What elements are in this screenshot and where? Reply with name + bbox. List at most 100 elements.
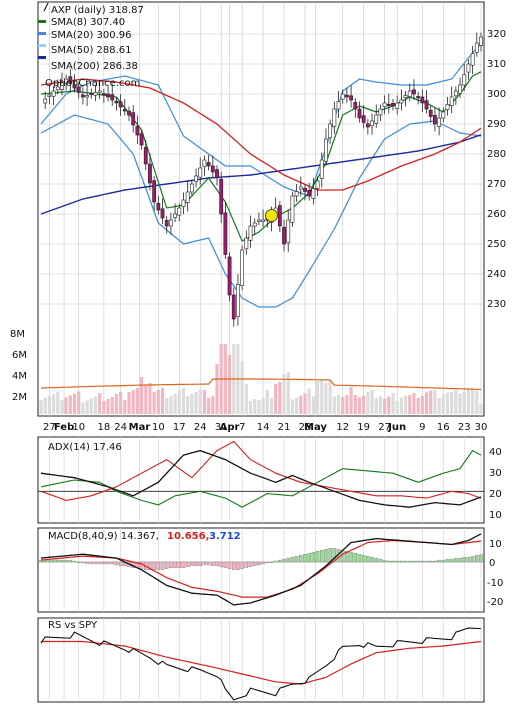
volume-bar (39, 400, 43, 414)
macd-tick: -20 (487, 597, 503, 608)
volume-bar (290, 399, 295, 414)
candle-body (72, 84, 77, 89)
x-tick-label: 10 (152, 422, 165, 433)
macd-histogram-bar (223, 561, 228, 568)
x-tick-label: 14 (257, 422, 270, 433)
volume-bar (68, 395, 72, 414)
macd-histogram-bar (257, 561, 261, 566)
candle-body (311, 188, 316, 199)
macd-histogram-bar (215, 561, 219, 567)
macd-histogram-bar (286, 557, 290, 563)
candle-body (277, 205, 282, 227)
macd-histogram-bar (236, 561, 240, 570)
x-tick-label: 21 (278, 422, 291, 433)
candle-body (89, 92, 94, 95)
legend-sma20: SMA(20) 300.96 (51, 30, 132, 41)
candle-body (156, 202, 161, 211)
volume-bar (466, 389, 471, 414)
macd-histogram-bar (420, 560, 425, 563)
macd-histogram-bar (416, 560, 420, 563)
volume-bar (202, 390, 207, 414)
volume-bar (282, 374, 286, 414)
candle-body (357, 108, 362, 119)
candle-body (324, 138, 328, 162)
volume-bar (441, 394, 445, 414)
candle-body (462, 74, 467, 86)
price-tick: 260 (487, 209, 506, 220)
volume-bar (173, 394, 177, 414)
x-tick-label: Apr (220, 422, 240, 433)
rs-panel-frame (37, 617, 485, 703)
candle-body (286, 219, 291, 244)
macd-line (40, 533, 482, 606)
volume-bar (156, 390, 160, 414)
candle-body (68, 76, 73, 84)
candle-body (231, 294, 236, 320)
volume-bar (387, 396, 391, 414)
macd-histogram-bar (378, 558, 383, 563)
price-tick: 320 (487, 29, 506, 40)
macd-histogram-bar (76, 561, 81, 563)
volume-bar (462, 391, 466, 414)
candle-body (206, 162, 211, 167)
volume-bar (123, 400, 127, 414)
volume-bar (110, 397, 114, 414)
volume-bar (93, 396, 98, 414)
adx-line (40, 449, 482, 508)
price-panel-frame (37, 1, 485, 417)
candle-body (257, 219, 261, 222)
candle-body (252, 222, 257, 227)
volume-bar (307, 388, 311, 414)
volume-bar (370, 390, 374, 414)
legend-sma50: SMA(50) 288.61 (51, 45, 132, 56)
candle-body (407, 90, 412, 97)
macd-histogram-bar (261, 561, 265, 565)
candle-body (143, 147, 148, 165)
volume-bar (366, 392, 370, 414)
macd-histogram-bar (47, 559, 52, 563)
volume-bar (299, 395, 303, 414)
macd-histogram-bar (152, 561, 156, 570)
candle-body (290, 195, 295, 223)
candle-body (51, 90, 56, 97)
volume-bar (403, 395, 408, 414)
macd-histogram-bar (240, 561, 244, 569)
macd-tick: -10 (487, 578, 503, 589)
macd-histogram-bar (353, 553, 358, 563)
volume-bar (332, 396, 336, 414)
macd-histogram-bar (320, 550, 324, 563)
macd-histogram-bar (72, 560, 77, 563)
volume-bar (85, 400, 89, 414)
volume-bar (131, 390, 135, 414)
candle-body (336, 101, 341, 110)
candle-body (416, 96, 421, 99)
candle-body (185, 191, 190, 203)
candle-body (374, 114, 379, 124)
macd-histogram-bar (391, 560, 395, 563)
macd-histogram-bar (177, 561, 182, 568)
volume-bar (72, 393, 77, 414)
volume-bar (98, 393, 102, 414)
volume-bar (412, 393, 416, 414)
candle-body (122, 109, 127, 112)
candle-body (428, 109, 433, 117)
macd-histogram-bar (169, 561, 173, 568)
candle-body (294, 191, 299, 197)
volume-bar (119, 392, 123, 414)
candle-body (210, 165, 215, 173)
volume-bar (194, 392, 198, 414)
macd-histogram-bar (68, 559, 73, 563)
legend-sma8: SMA(8) 307.40 (51, 17, 125, 28)
volume-bar (56, 392, 60, 414)
volume-bar (190, 394, 194, 414)
macd-histogram-bar (278, 559, 282, 563)
volume-bar (454, 390, 458, 414)
macd-histogram-bar (403, 560, 408, 563)
volume-axis: 8M 6M 4M 2M (10, 329, 27, 403)
adx-title: ADX(14) 17.46 (48, 442, 122, 453)
volume-bar (207, 398, 211, 414)
macd-histogram-bar (265, 561, 270, 564)
volume-bar (303, 393, 307, 414)
candle-body (164, 220, 169, 227)
